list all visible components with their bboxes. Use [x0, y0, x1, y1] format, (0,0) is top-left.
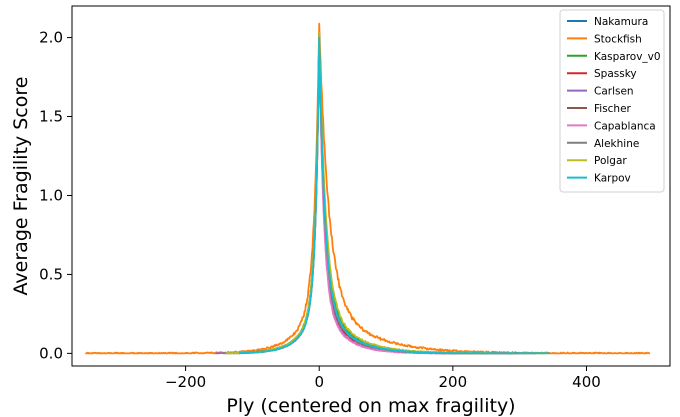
legend-label-kasparov_v0: Kasparov_v0 — [594, 51, 661, 63]
series-line-kasparov_v0 — [232, 33, 521, 355]
series-line-spassky — [232, 33, 520, 355]
x-tick-label: 400 — [572, 373, 601, 391]
y-tick-label: 0.5 — [39, 265, 63, 283]
y-tick-label: 1.5 — [39, 108, 63, 126]
x-tick-label: 0 — [314, 373, 324, 391]
series-line-nakamura — [225, 32, 474, 355]
series-line-stockfish — [84, 22, 651, 355]
series-line-polgar — [225, 31, 547, 355]
series-line-carlsen — [215, 36, 537, 355]
plot-lines — [84, 22, 651, 355]
y-tick-label: 2.0 — [39, 29, 63, 47]
y-tick-label: 0.0 — [39, 344, 63, 362]
x-tick-label: −200 — [165, 373, 206, 391]
y-tick-label: 1.0 — [39, 186, 63, 204]
legend-label-carlsen: Carlsen — [594, 86, 634, 98]
series-line-fischer — [238, 36, 507, 355]
x-tick-label: 200 — [439, 373, 468, 391]
legend-label-stockfish: Stockfish — [594, 33, 642, 45]
legend-label-capablanca: Capablanca — [594, 120, 656, 132]
legend-label-fischer: Fischer — [594, 103, 632, 115]
legend: Nakamura Stockfish Kasparov_v0 Spassky Carls… — [559, 9, 665, 193]
legend-label-karpov: Karpov — [594, 173, 631, 185]
y-axis-label: Average Fragility Score — [10, 77, 32, 296]
x-axis-label: Ply (centered on max fragility) — [226, 395, 515, 417]
series-line-alekhine — [225, 34, 521, 355]
legend-label-alekhine: Alekhine — [594, 138, 639, 150]
plot-frame — [71, 5, 671, 367]
series-line-karpov — [238, 36, 551, 355]
series-line-capablanca — [232, 37, 514, 355]
legend-label-nakamura: Nakamura — [594, 16, 648, 28]
legend-label-spassky: Spassky — [594, 68, 637, 80]
legend-label-polgar: Polgar — [594, 155, 627, 167]
x-axis-ticks: −200 0 200 400 — [165, 366, 601, 391]
y-axis-ticks: 0.0 0.5 1.0 1.5 2.0 — [39, 29, 72, 362]
